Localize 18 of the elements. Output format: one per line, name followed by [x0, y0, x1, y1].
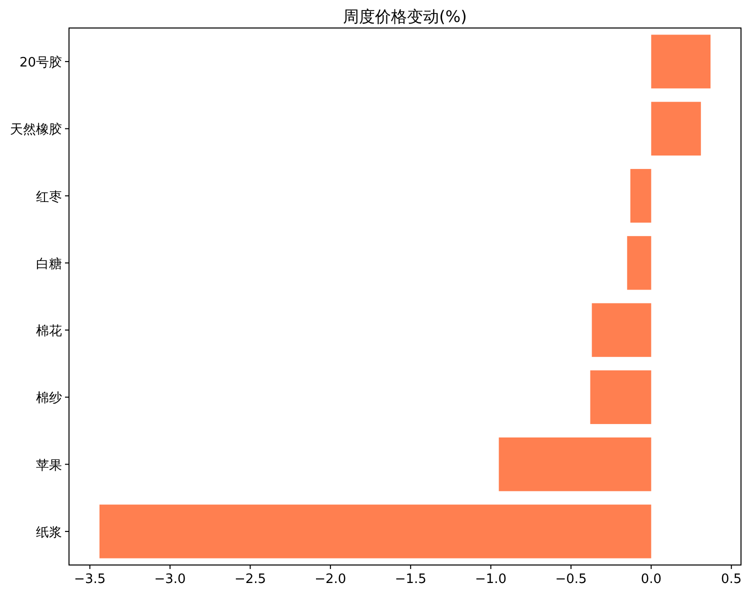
- y-tick-label: 20号胶: [19, 56, 62, 71]
- x-tick-label: 0.0: [640, 572, 662, 587]
- y-tick-label: 红枣: [36, 190, 62, 205]
- x-tick-label: −2.0: [314, 572, 346, 587]
- x-tick-label: −1.0: [475, 572, 507, 587]
- chart-title: 周度价格变动(%): [343, 7, 467, 26]
- y-tick-label: 棉花: [36, 324, 62, 340]
- y-tick-label: 白糖: [36, 256, 62, 272]
- x-tick-label: 0.5: [721, 572, 742, 587]
- x-tick-label: −3.0: [154, 572, 186, 587]
- y-tick-label: 苹果: [36, 458, 62, 474]
- x-tick-label: −2.5: [234, 572, 266, 587]
- y-tick-label: 棉纱: [36, 391, 62, 406]
- x-tick-label: −3.5: [74, 572, 106, 587]
- x-tick-label: −1.5: [394, 572, 426, 587]
- y-tick-label: 天然橡胶: [10, 122, 62, 138]
- y-tick-label: 纸浆: [36, 525, 62, 540]
- x-tick-label: −0.5: [555, 572, 587, 587]
